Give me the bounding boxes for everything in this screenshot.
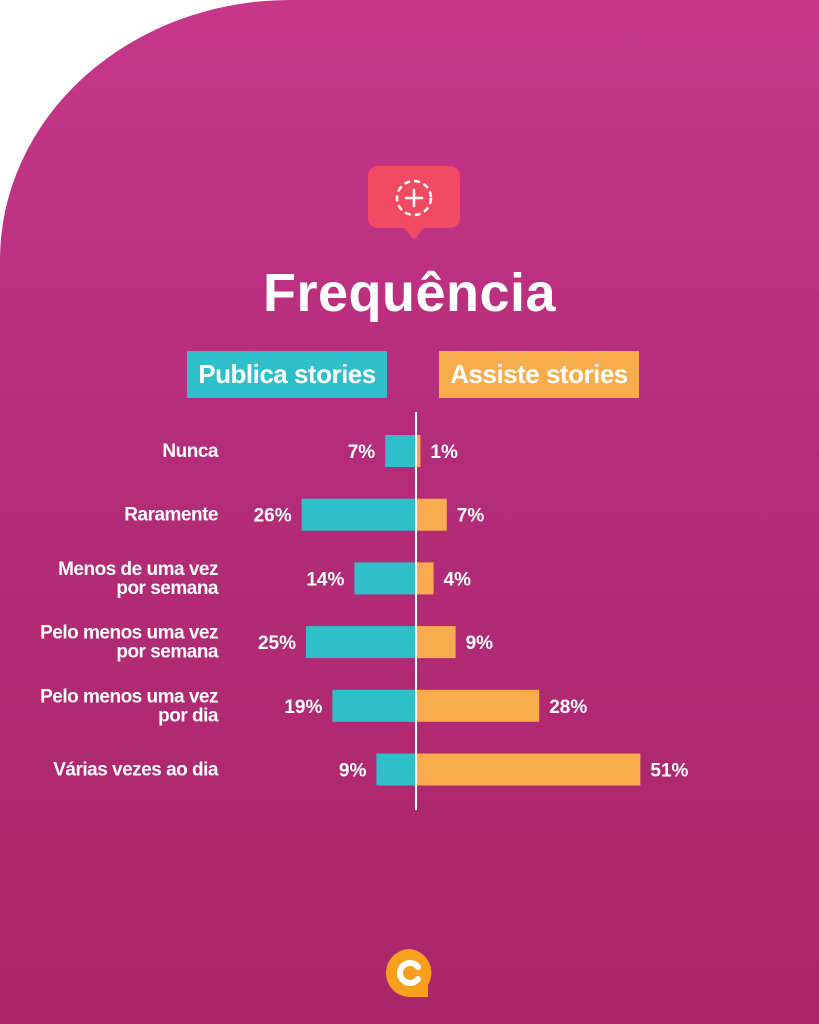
legend-publica-stories: Publica stories [187, 351, 387, 398]
bar-publica-stories [376, 753, 416, 786]
value-label-assiste: 1% [430, 442, 458, 463]
category-label: Raramente [124, 505, 218, 526]
bar-publica-stories [385, 435, 416, 467]
value-label-assiste: 28% [549, 697, 587, 718]
value-label-publica: 9% [339, 761, 367, 782]
category-label: Menos de uma vez por semana [58, 559, 219, 599]
value-label-publica: 25% [258, 633, 296, 654]
brand-logo-icon [386, 949, 432, 997]
category-label: Várias vezes ao dia [53, 760, 219, 781]
value-label-publica: 7% [348, 442, 376, 463]
value-label-assiste: 7% [457, 506, 485, 527]
bar-assiste-stories [416, 753, 641, 786]
category-label: Pelo menos uma vez por semana [40, 623, 219, 663]
value-label-assiste: 51% [650, 761, 688, 782]
bar-assiste-stories [416, 435, 421, 467]
bar-publica-stories [354, 562, 416, 595]
page-title: Frequência [262, 263, 557, 323]
legend-assiste-stories: Assiste stories [439, 351, 639, 398]
frequency-bar-chart: Nunca 7% 1% Raramente 26% 7% Menos de uma vez p… [40, 412, 689, 810]
category-label: Pelo menos uma vez por dia [40, 686, 219, 726]
value-label-publica: 26% [254, 506, 292, 527]
value-label-assiste: 9% [466, 633, 494, 654]
category-label: Nunca [162, 441, 219, 462]
bar-assiste-stories [416, 689, 540, 722]
value-label-publica: 14% [306, 569, 344, 590]
bar-publica-stories [332, 689, 416, 722]
bar-publica-stories [301, 498, 416, 531]
bar-assiste-stories [416, 498, 447, 531]
bar-assiste-stories [416, 626, 456, 659]
bar-publica-stories [306, 626, 416, 659]
add-story-icon [368, 166, 460, 240]
value-label-assiste: 4% [444, 569, 472, 590]
value-label-publica: 19% [284, 697, 322, 718]
bar-assiste-stories [416, 562, 434, 595]
